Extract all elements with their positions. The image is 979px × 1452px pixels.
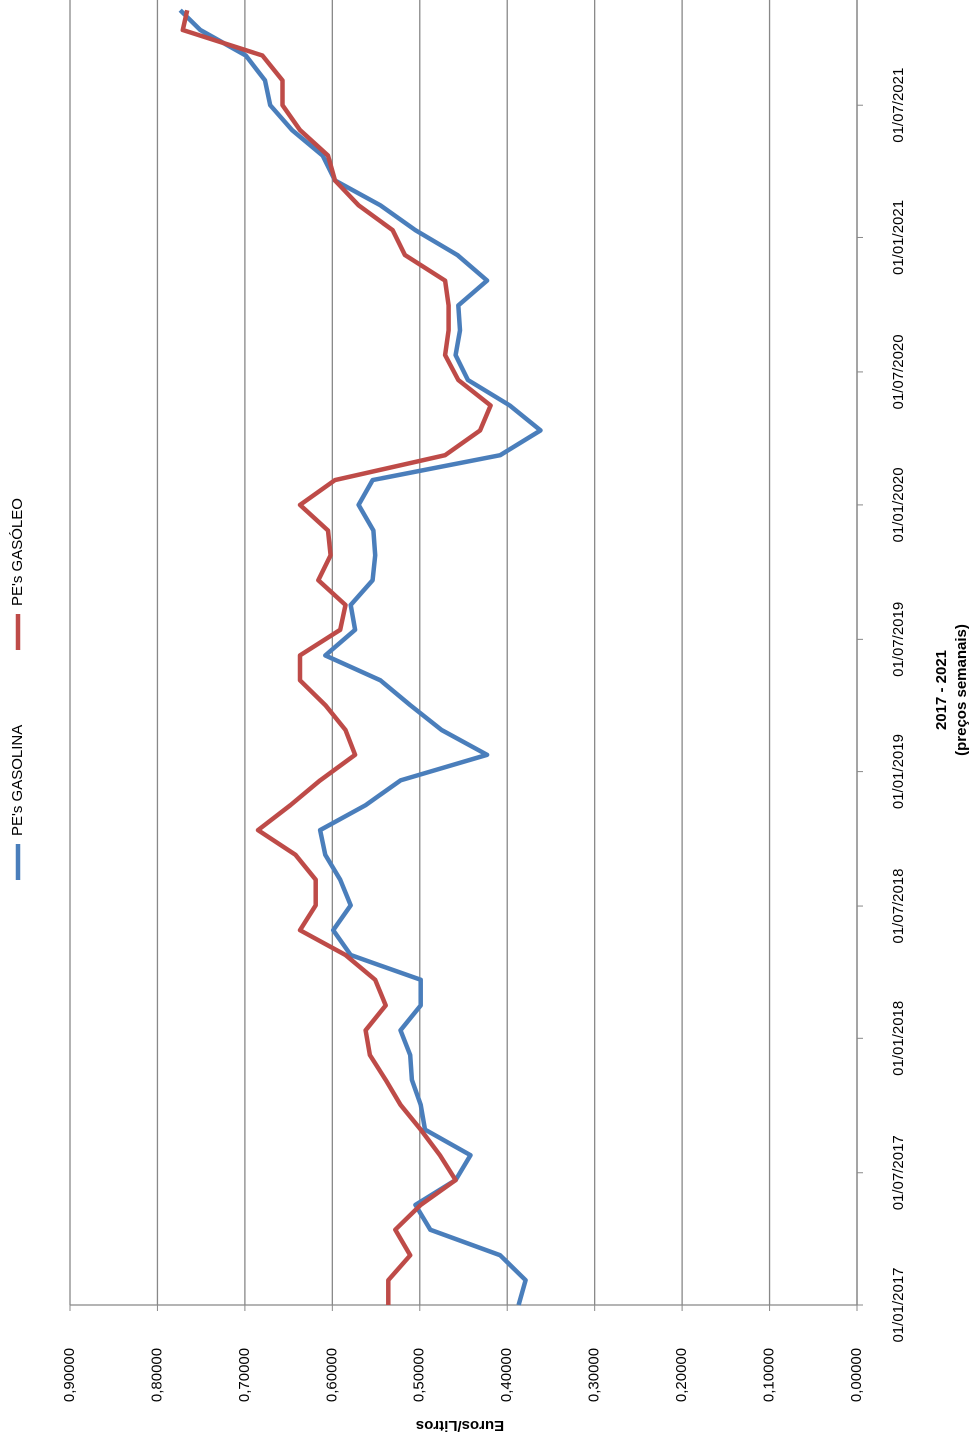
x-tick-label: 01/07/2021	[890, 68, 907, 143]
x-tick-label: 01/01/2021	[890, 200, 907, 275]
plot-frame: Euros/Litros 2017 - 2021 (preços semanai…	[9, 0, 970, 1434]
y-tick-label: 0,50000	[411, 1348, 428, 1402]
y-tick-label: 0,60000	[323, 1348, 340, 1402]
x-tick-label: 01/01/2019	[890, 734, 907, 809]
series-line	[178, 8, 543, 1306]
y-tick-label: 0,80000	[148, 1348, 165, 1402]
x-tick-label: 01/07/2020	[890, 334, 907, 409]
legend-label: PE's GASOLINA	[9, 725, 26, 836]
x-tick-label: 01/01/2018	[890, 1001, 907, 1076]
y-axis-title: Euros/Litros	[416, 1417, 504, 1434]
x-axis-title: 2017 - 2021	[933, 650, 950, 730]
series-line	[180, 9, 493, 1305]
y-tick-label: 0,40000	[498, 1348, 515, 1402]
x-tick-label: 01/01/2020	[890, 467, 907, 542]
legend-label: PE's GASÓLEO	[9, 498, 26, 606]
x-tick-label: 01/07/2017	[890, 1135, 907, 1210]
x-tick-label: 01/01/2017	[890, 1267, 907, 1342]
x-axis-subtitle: (preços semanais)	[953, 624, 970, 756]
y-tick-label: 0,30000	[586, 1348, 603, 1402]
y-tick-label: 0,10000	[761, 1348, 778, 1402]
y-tick-label: 0,90000	[61, 1348, 78, 1402]
y-tick-label: 0,00000	[848, 1348, 865, 1402]
x-tick-label: 01/07/2018	[890, 869, 907, 944]
y-tick-label: 0,70000	[236, 1348, 253, 1402]
y-tick-label: 0,20000	[673, 1348, 690, 1402]
x-tick-label: 01/07/2019	[890, 602, 907, 677]
